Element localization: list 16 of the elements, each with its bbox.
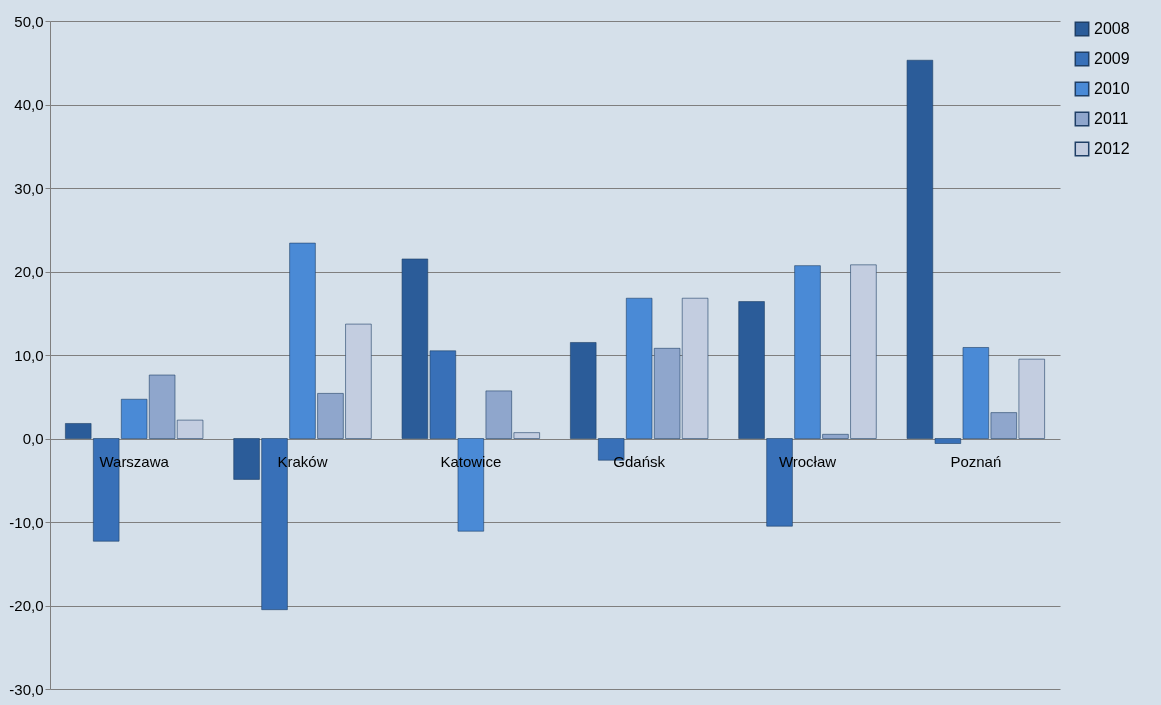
legend-label: 2012 [1094,140,1130,157]
y-tick-label: -10,0 [9,513,44,531]
y-tick-label: -20,0 [9,597,44,614]
y-tick-label: 40,0 [14,96,44,113]
y-tick-label: 30,0 [14,179,44,197]
legend-label: 2010 [1094,80,1130,97]
y-tick-label: 0,0 [22,430,44,447]
y-tick-label: 20,0 [14,263,44,280]
y-tick-label: 50,0 [14,12,44,30]
y-tick-label: -30,0 [9,680,44,698]
legend-label: 2009 [1094,50,1130,67]
legend-label: 2011 [1094,110,1129,127]
legend-label: 2008 [1094,20,1130,37]
x-tick-label: Gdańsk [613,453,666,470]
y-tick-label: 10,0 [14,346,44,364]
x-tick-label: Poznań [950,453,1002,470]
